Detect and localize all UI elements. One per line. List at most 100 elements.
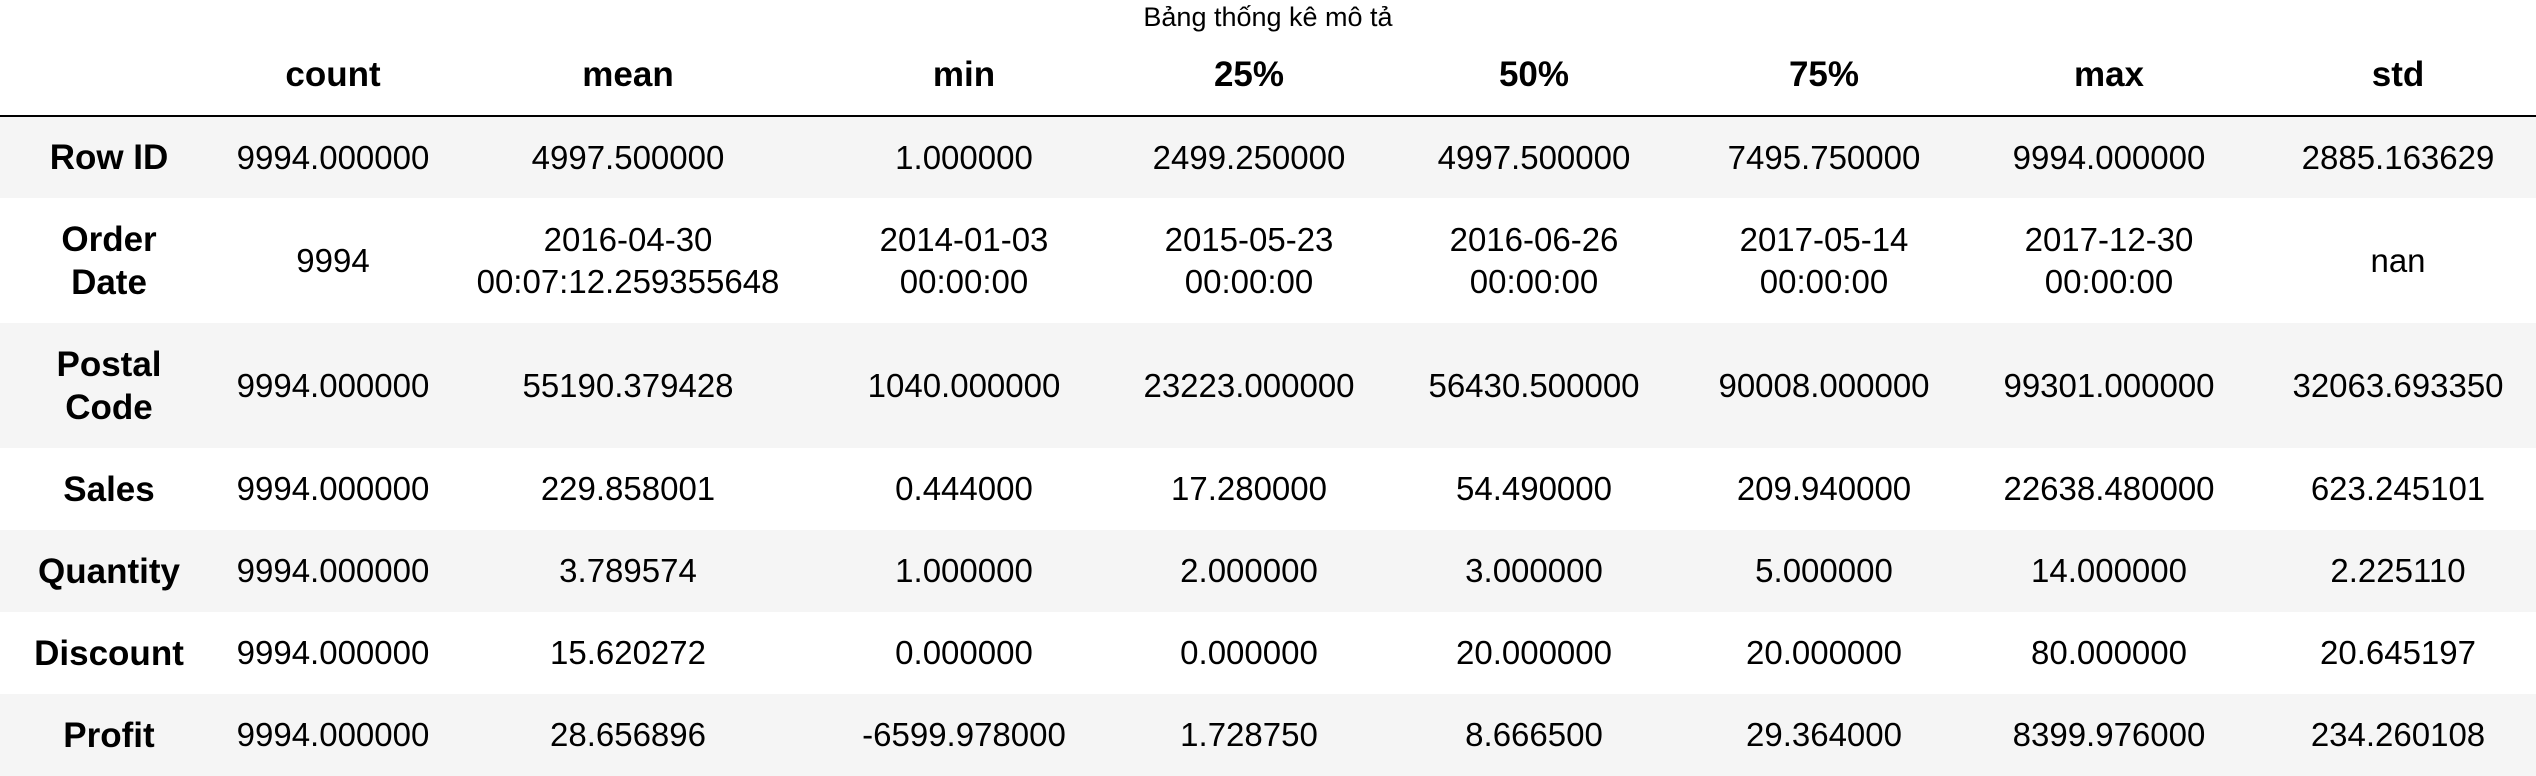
cell-line: 00:00:00 xyxy=(1759,262,1889,300)
table-cell: 9994.000000 xyxy=(236,366,430,404)
corner-header-cell xyxy=(0,34,218,117)
table-cell: 2015-05-23 00:00:00 xyxy=(1120,198,1378,323)
table-cell: 3.000000 xyxy=(1465,552,1603,589)
table-cell: 99301.000000 xyxy=(2003,366,2215,404)
table-caption: Bảng thống kê mô tả xyxy=(1143,2,1393,32)
row-header: Quantity xyxy=(38,551,180,591)
table-cell: 0.000000 xyxy=(1180,634,1318,671)
table-cell: 20.000000 xyxy=(1456,634,1612,671)
table-cell: 22638.480000 xyxy=(2003,470,2215,507)
table-row: Order Date 9994 2016-04-30 00:07:12.2593… xyxy=(0,198,2536,323)
table-cell: 8399.976000 xyxy=(2012,716,2206,753)
table-cell: 229.858001 xyxy=(540,470,716,507)
table-cell: 2016-04-30 00:07:12.259355648 xyxy=(448,198,808,323)
table-row: Profit 9994.000000 28.656896 -6599.97800… xyxy=(0,694,2536,776)
table-cell: 17.280000 xyxy=(1171,470,1327,507)
cell-line: 2016-04-30 xyxy=(543,220,713,258)
table-cell: 28.656896 xyxy=(550,716,706,753)
table-cell: 2.000000 xyxy=(1180,552,1318,589)
table-cell: 55190.379428 xyxy=(522,366,734,404)
table-cell: 29.364000 xyxy=(1746,716,1902,753)
table-cell: 2014-01-03 00:00:00 xyxy=(808,198,1120,323)
table-cell: 623.245101 xyxy=(2310,470,2486,507)
column-header: count xyxy=(218,34,448,117)
table-cell: 1.728750 xyxy=(1180,716,1318,753)
row-header-line: Order xyxy=(61,219,157,259)
header-row: count mean min 25% 50% 75% max std xyxy=(0,34,2536,117)
table-cell: 9994.000000 xyxy=(236,552,430,589)
cell-line: 2015-05-23 xyxy=(1164,220,1334,258)
column-header: 25% xyxy=(1120,34,1378,117)
row-header: Discount xyxy=(34,633,184,673)
table-cell: 3.789574 xyxy=(559,552,697,589)
table-cell: 9994.000000 xyxy=(236,716,430,753)
table-cell: nan xyxy=(2260,198,2536,323)
column-header: 50% xyxy=(1378,34,1690,117)
table-cell: 90008.000000 xyxy=(1718,366,1930,404)
table-cell: 9994.000000 xyxy=(236,634,430,671)
row-header-line: Postal xyxy=(56,344,162,384)
table-cell: 2499.250000 xyxy=(1152,138,1346,176)
table-cell: 8.666500 xyxy=(1465,716,1603,753)
table-cell: 9994.000000 xyxy=(236,138,430,176)
cell-line: 00:00:00 xyxy=(899,262,1029,300)
column-header: std xyxy=(2260,34,2536,117)
cell-line: 00:00:00 xyxy=(1469,262,1599,300)
cell-line: 2017-12-30 xyxy=(2024,220,2194,258)
table-row: Sales 9994.000000 229.858001 0.444000 17… xyxy=(0,448,2536,530)
table-cell: 15.620272 xyxy=(550,634,706,671)
table-cell: 7495.750000 xyxy=(1727,138,1921,176)
table-cell: 54.490000 xyxy=(1456,470,1612,507)
table-row: Discount 9994.000000 15.620272 0.000000 … xyxy=(0,612,2536,694)
table-cell: 5.000000 xyxy=(1755,552,1893,589)
table-row: Postal Code 9994.000000 55190.379428 104… xyxy=(0,323,2536,448)
column-header: 75% xyxy=(1690,34,1958,117)
row-header-line: Code xyxy=(65,387,153,427)
table-cell: 1.000000 xyxy=(895,552,1033,589)
table-row: Quantity 9994.000000 3.789574 1.000000 2… xyxy=(0,530,2536,612)
cell-line: 9994 xyxy=(296,241,370,279)
row-header: Sales xyxy=(63,469,155,509)
cell-line: 2017-05-14 xyxy=(1739,220,1909,258)
table-cell: 2885.163629 xyxy=(2301,138,2495,176)
table-cell: 80.000000 xyxy=(2031,634,2187,671)
table-cell: 9994.000000 xyxy=(236,470,430,507)
row-header: Order Date xyxy=(0,198,218,323)
cell-line: nan xyxy=(2370,241,2426,279)
table-cell: 4997.500000 xyxy=(531,138,725,176)
row-header: Row ID xyxy=(49,138,169,177)
table-cell: 2016-06-26 00:00:00 xyxy=(1378,198,1690,323)
table-cell: 4997.500000 xyxy=(1437,138,1631,176)
row-header: Postal Code xyxy=(0,323,218,448)
table-cell: 234.260108 xyxy=(2310,716,2486,753)
table-cell: 2017-05-14 00:00:00 xyxy=(1690,198,1958,323)
table-row: Row ID 9994.000000 4997.500000 1.000000 … xyxy=(0,116,2536,198)
table-cell: 14.000000 xyxy=(2031,552,2187,589)
row-header: Profit xyxy=(63,715,155,755)
table-cell: 20.645197 xyxy=(2320,634,2476,671)
table-cell: 23223.000000 xyxy=(1143,366,1355,404)
table-cell: 56430.500000 xyxy=(1428,366,1640,404)
table-cell: 9994 xyxy=(218,198,448,323)
table-cell: 9994.000000 xyxy=(2012,138,2206,176)
column-header: max xyxy=(1958,34,2260,117)
row-header-line: Date xyxy=(71,262,147,302)
table-cell: 20.000000 xyxy=(1746,634,1902,671)
table-cell: 0.000000 xyxy=(895,634,1033,671)
table-cell: 2.225110 xyxy=(2330,552,2466,589)
table-cell: 32063.693350 xyxy=(2292,366,2504,404)
cell-line: 00:00:00 xyxy=(2044,262,2174,300)
table-cell: 1040.000000 xyxy=(867,366,1061,404)
cell-line: 2016-06-26 xyxy=(1449,220,1619,258)
column-header: mean xyxy=(448,34,808,117)
table-cell: 1.000000 xyxy=(895,138,1033,176)
table-cell: 0.444000 xyxy=(895,470,1033,507)
cell-line: 00:07:12.259355648 xyxy=(476,262,780,300)
table-cell: 2017-12-30 00:00:00 xyxy=(1958,198,2260,323)
cell-line: 00:00:00 xyxy=(1184,262,1314,300)
descriptive-statistics-table: count mean min 25% 50% 75% max std Row I… xyxy=(0,34,2536,776)
table-cell: 209.940000 xyxy=(1736,470,1912,507)
cell-line: 2014-01-03 xyxy=(879,220,1049,258)
column-header: min xyxy=(808,34,1120,117)
table-cell: -6599.978000 xyxy=(862,716,1066,753)
